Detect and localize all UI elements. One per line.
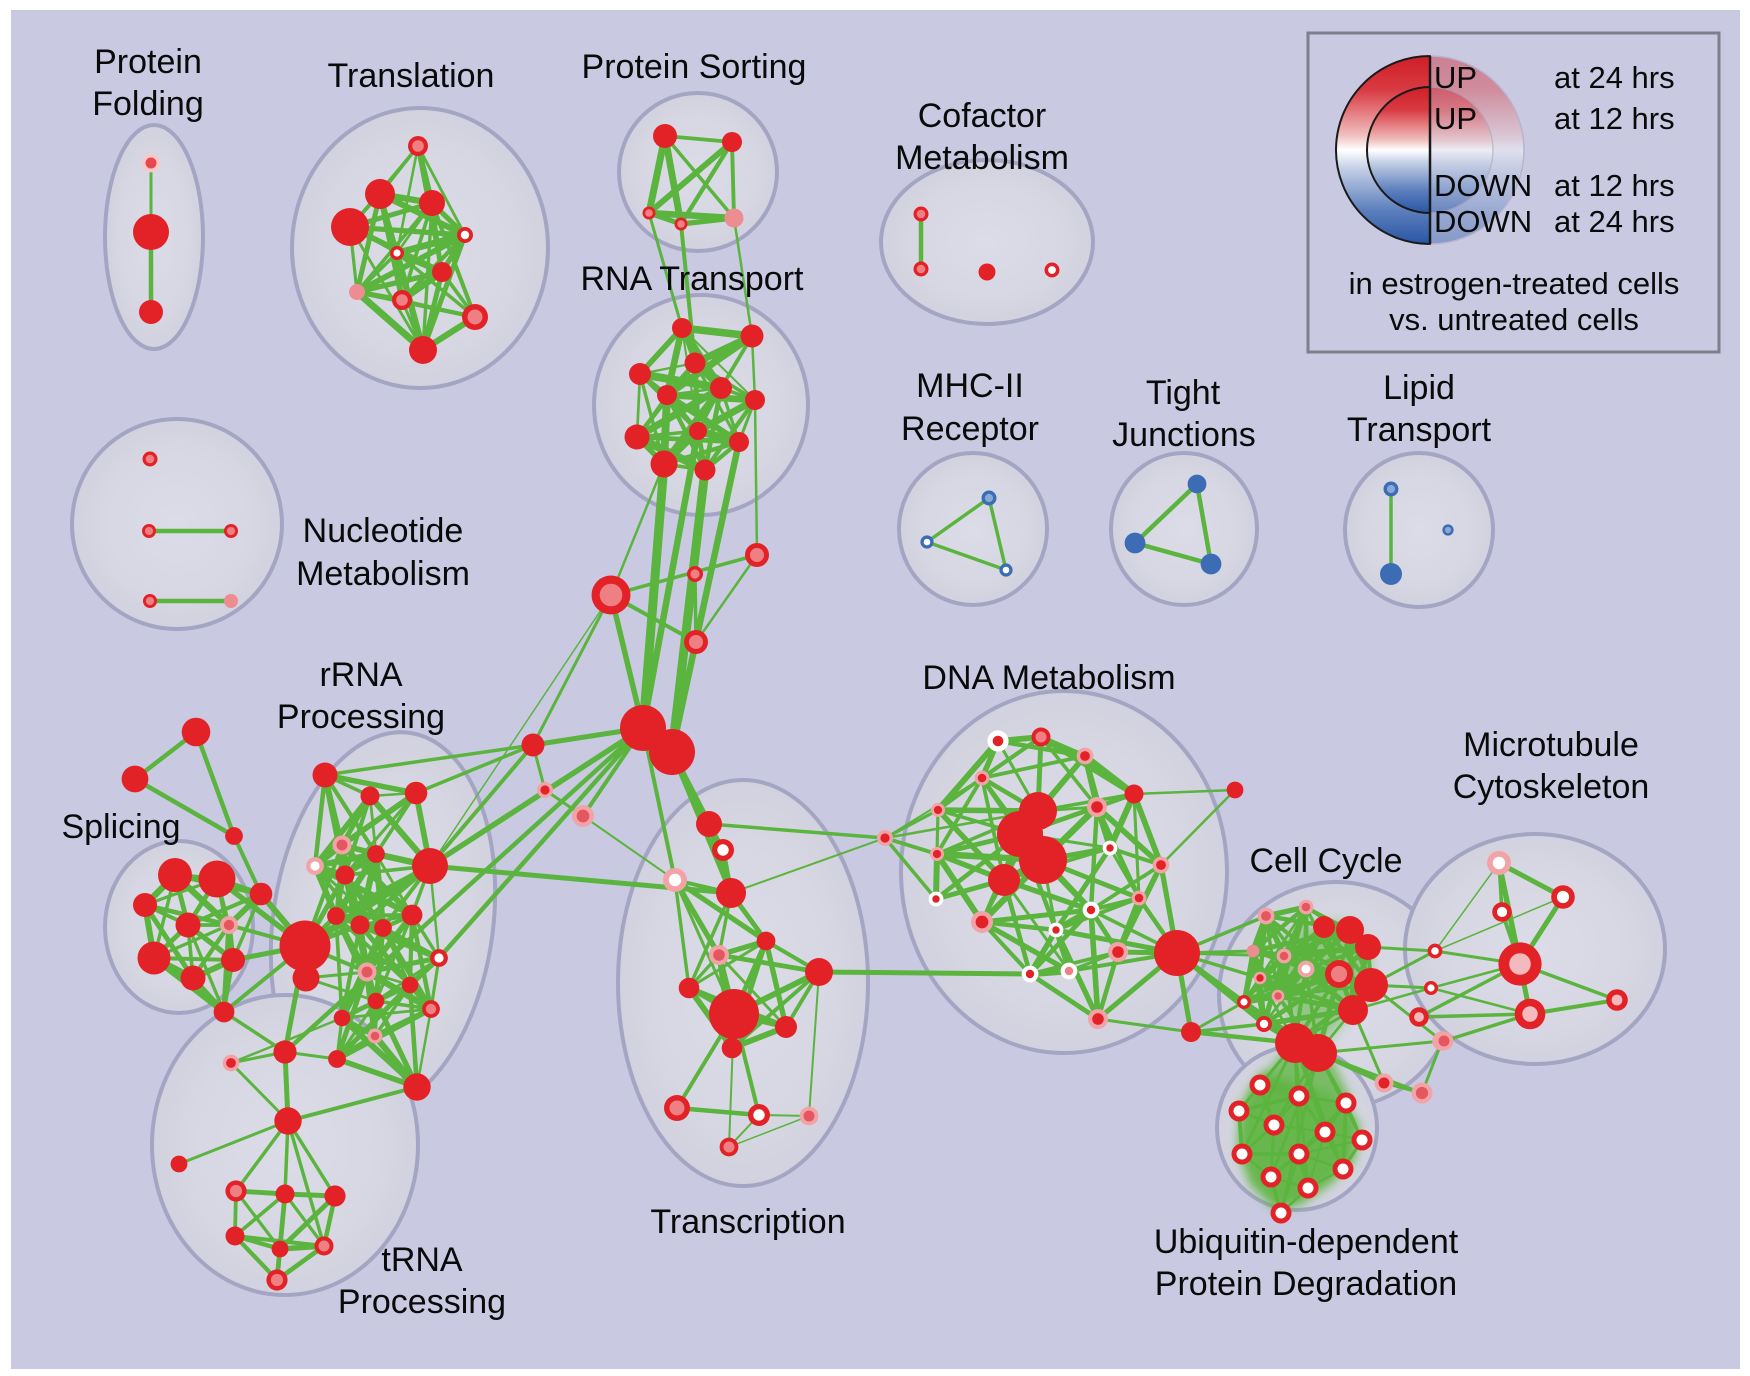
svg-text:Nucleotide: Nucleotide	[303, 512, 464, 550]
svg-text:tRNA: tRNA	[381, 1241, 463, 1279]
svg-text:Junctions: Junctions	[1112, 416, 1256, 454]
svg-text:Cell Cycle: Cell Cycle	[1249, 842, 1402, 880]
svg-text:Processing: Processing	[277, 698, 445, 736]
svg-text:RNA Transport: RNA Transport	[581, 260, 805, 298]
svg-text:at 24 hrs: at 24 hrs	[1554, 60, 1675, 95]
svg-text:Processing: Processing	[338, 1283, 506, 1321]
svg-text:Cofactor: Cofactor	[918, 97, 1047, 135]
svg-text:at 12 hrs: at 12 hrs	[1554, 168, 1675, 203]
svg-text:Protein Sorting: Protein Sorting	[582, 48, 807, 86]
svg-text:Transcription: Transcription	[650, 1203, 845, 1241]
svg-text:MHC-II: MHC-II	[916, 367, 1024, 405]
svg-text:at 24 hrs: at 24 hrs	[1554, 204, 1675, 239]
svg-text:Lipid: Lipid	[1383, 369, 1455, 407]
svg-text:Tight: Tight	[1146, 374, 1221, 412]
svg-text:in estrogen-treated cells: in estrogen-treated cells	[1349, 266, 1680, 301]
svg-text:Metabolism: Metabolism	[895, 139, 1069, 177]
svg-text:Receptor: Receptor	[901, 410, 1039, 448]
svg-text:Ubiquitin-dependent: Ubiquitin-dependent	[1154, 1223, 1459, 1261]
svg-text:DNA Metabolism: DNA Metabolism	[922, 659, 1175, 697]
svg-text:Protein Degradation: Protein Degradation	[1155, 1265, 1457, 1303]
svg-text:Microtubule: Microtubule	[1463, 726, 1639, 764]
svg-text:Transport: Transport	[1347, 411, 1492, 449]
svg-text:at 12 hrs: at 12 hrs	[1554, 101, 1675, 136]
svg-text:Cytoskeleton: Cytoskeleton	[1453, 768, 1650, 806]
svg-text:DOWN: DOWN	[1434, 168, 1532, 203]
svg-text:Translation: Translation	[328, 57, 495, 95]
svg-text:rRNA: rRNA	[319, 656, 402, 694]
svg-text:Splicing: Splicing	[61, 808, 180, 846]
svg-text:Folding: Folding	[92, 85, 204, 123]
svg-text:UP: UP	[1434, 60, 1477, 95]
svg-text:Metabolism: Metabolism	[296, 555, 470, 593]
svg-text:UP: UP	[1434, 101, 1477, 136]
svg-text:DOWN: DOWN	[1434, 204, 1532, 239]
svg-text:vs. untreated cells: vs. untreated cells	[1389, 302, 1639, 337]
svg-text:Protein: Protein	[94, 43, 202, 81]
